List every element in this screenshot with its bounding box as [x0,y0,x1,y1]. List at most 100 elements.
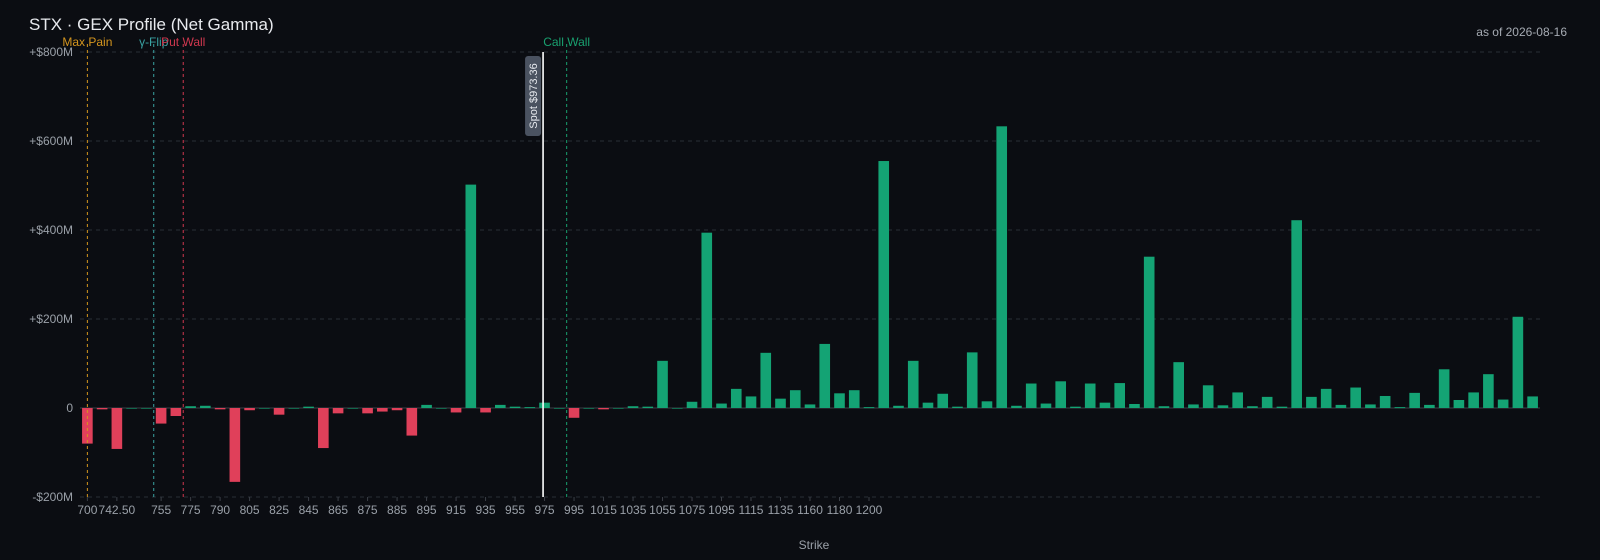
bar [1055,381,1067,408]
bar [421,404,432,408]
bar [1114,383,1126,408]
bar [568,408,580,418]
bar [937,393,949,408]
bar [1202,385,1214,408]
bar [863,407,875,409]
bar [878,161,890,408]
bar [627,406,639,408]
x-axis-title: Strike [799,538,830,552]
x-tick-label: 995 [564,503,584,517]
x-tick-label: 790 [210,503,230,517]
y-tick-label: +$800M [29,45,73,59]
x-tick-label: 825 [269,503,289,517]
y-tick-label: -$200M [32,490,73,504]
bar [1306,396,1317,408]
bar [1247,406,1258,408]
bar [966,352,978,408]
y-tick-label: +$400M [29,223,73,237]
x-tick-label: 1200 [856,503,883,517]
bar [848,390,860,408]
bar-layer [82,126,1538,482]
bar [642,406,654,408]
x-tick-label: 1055 [649,503,676,517]
x-tick-label: 755 [151,503,171,517]
x-tick-label: 915 [446,503,466,517]
bar [1261,396,1273,408]
spot-label: Spot $973.36 [528,63,540,128]
bar [907,360,919,408]
bar [583,408,595,409]
marker-label-2: Put Wall [161,35,205,49]
bar [1438,369,1450,408]
bar [450,408,462,413]
x-tick-label: 955 [505,503,525,517]
bar [200,405,211,408]
bar [1232,392,1243,408]
bar [922,402,934,408]
bar [347,408,359,409]
bar [377,408,388,412]
bar [126,408,137,409]
bar [1143,256,1155,408]
x-tick-label: 935 [476,503,496,517]
bar [686,401,698,408]
bar [730,388,742,408]
bar [819,343,831,408]
bar [288,408,300,409]
bar [391,408,403,411]
bar [406,408,418,436]
bar [480,408,491,413]
x-tick-label: 1180 [827,503,853,517]
bar [701,232,713,408]
x-tick-label: 875 [358,503,378,517]
bar [1512,316,1524,408]
x-tick-label: 1035 [620,503,647,517]
x-tick-label: 700 [77,503,97,517]
spot-label-box [525,56,542,136]
bar [141,408,152,409]
bar [893,405,904,408]
bar [1188,404,1199,408]
x-tick-label: 742.50 [99,503,136,517]
bar [436,408,447,409]
bar [509,406,521,408]
y-tick-label: +$600M [29,134,73,148]
x-tick-label: 1160 [797,503,823,517]
bar [1129,403,1140,408]
y-tick-label: 0 [66,401,73,415]
bar [1365,404,1376,408]
bar [1453,399,1465,408]
bar [1070,406,1081,408]
bar [1350,387,1361,408]
bar [273,408,285,415]
bar [745,396,757,408]
bar [332,408,344,414]
grid-layer [80,51,1540,498]
bar [1025,383,1037,408]
bar [185,406,196,408]
bar [612,408,624,409]
bar [789,390,801,408]
axis-layer: +$800M +$600M +$400M +$200M 0 -$200M 700 742.50… [29,45,882,517]
x-tick-label: 1015 [590,503,617,517]
bar [214,408,226,410]
bar [553,408,565,409]
bar [1099,402,1111,408]
bar [775,398,786,408]
x-tick-label: 775 [181,503,201,517]
bar [1158,406,1170,408]
bar [1527,396,1538,408]
bar [229,408,241,482]
marker-label-0: Max Pain [62,35,112,49]
bar [1409,392,1420,408]
x-tick-label: 895 [417,503,437,517]
bar [716,403,727,408]
bar [598,408,609,410]
bar [318,408,329,449]
x-tick-label: 1135 [768,503,794,517]
bar [657,360,668,408]
x-tick-label: 1115 [739,503,764,517]
y-tick-label: +$200M [29,312,73,326]
bar [155,408,167,424]
